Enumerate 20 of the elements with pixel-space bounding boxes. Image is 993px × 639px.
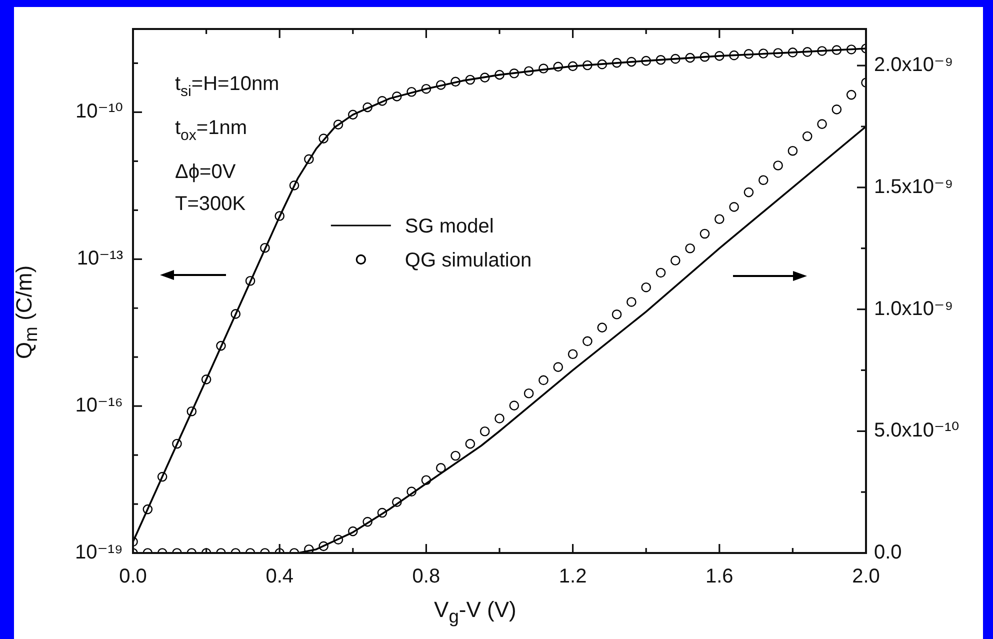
- x-tick-label: 1.6: [705, 566, 734, 588]
- x-tick-label: 2.0: [852, 566, 880, 588]
- y2-tick-label: 2.0x10⁻⁹: [874, 54, 954, 76]
- y2-tick-label: 5.0x10⁻¹⁰: [874, 420, 960, 442]
- x-tick-label: 0.0: [119, 566, 147, 588]
- y2-tick-label: 0.0: [874, 542, 902, 564]
- x-tick-label: 1.2: [558, 566, 587, 588]
- y-tick-label: 10⁻¹⁶: [75, 394, 123, 417]
- y-tick-label: 10⁻¹⁹: [74, 542, 123, 564]
- y2-tick-label: 1.5x10⁻⁹: [874, 176, 954, 198]
- x-tick-label: 0.8: [412, 566, 440, 588]
- annotation: Δϕ=0V: [175, 161, 236, 183]
- x-axis-title: V$_{g}$-V (V): [434, 597, 516, 628]
- legend-label: QG simulation: [404, 250, 532, 272]
- y2-tick-label: 1.0x10⁻⁹: [874, 298, 954, 320]
- legend-label: SG model: [404, 216, 494, 238]
- x-tick-label: 0.4: [266, 566, 294, 588]
- y-tick-label: 10⁻¹³: [76, 248, 124, 270]
- y-tick-label: 10⁻¹⁰: [76, 100, 123, 123]
- annotation: T=300K: [175, 193, 246, 215]
